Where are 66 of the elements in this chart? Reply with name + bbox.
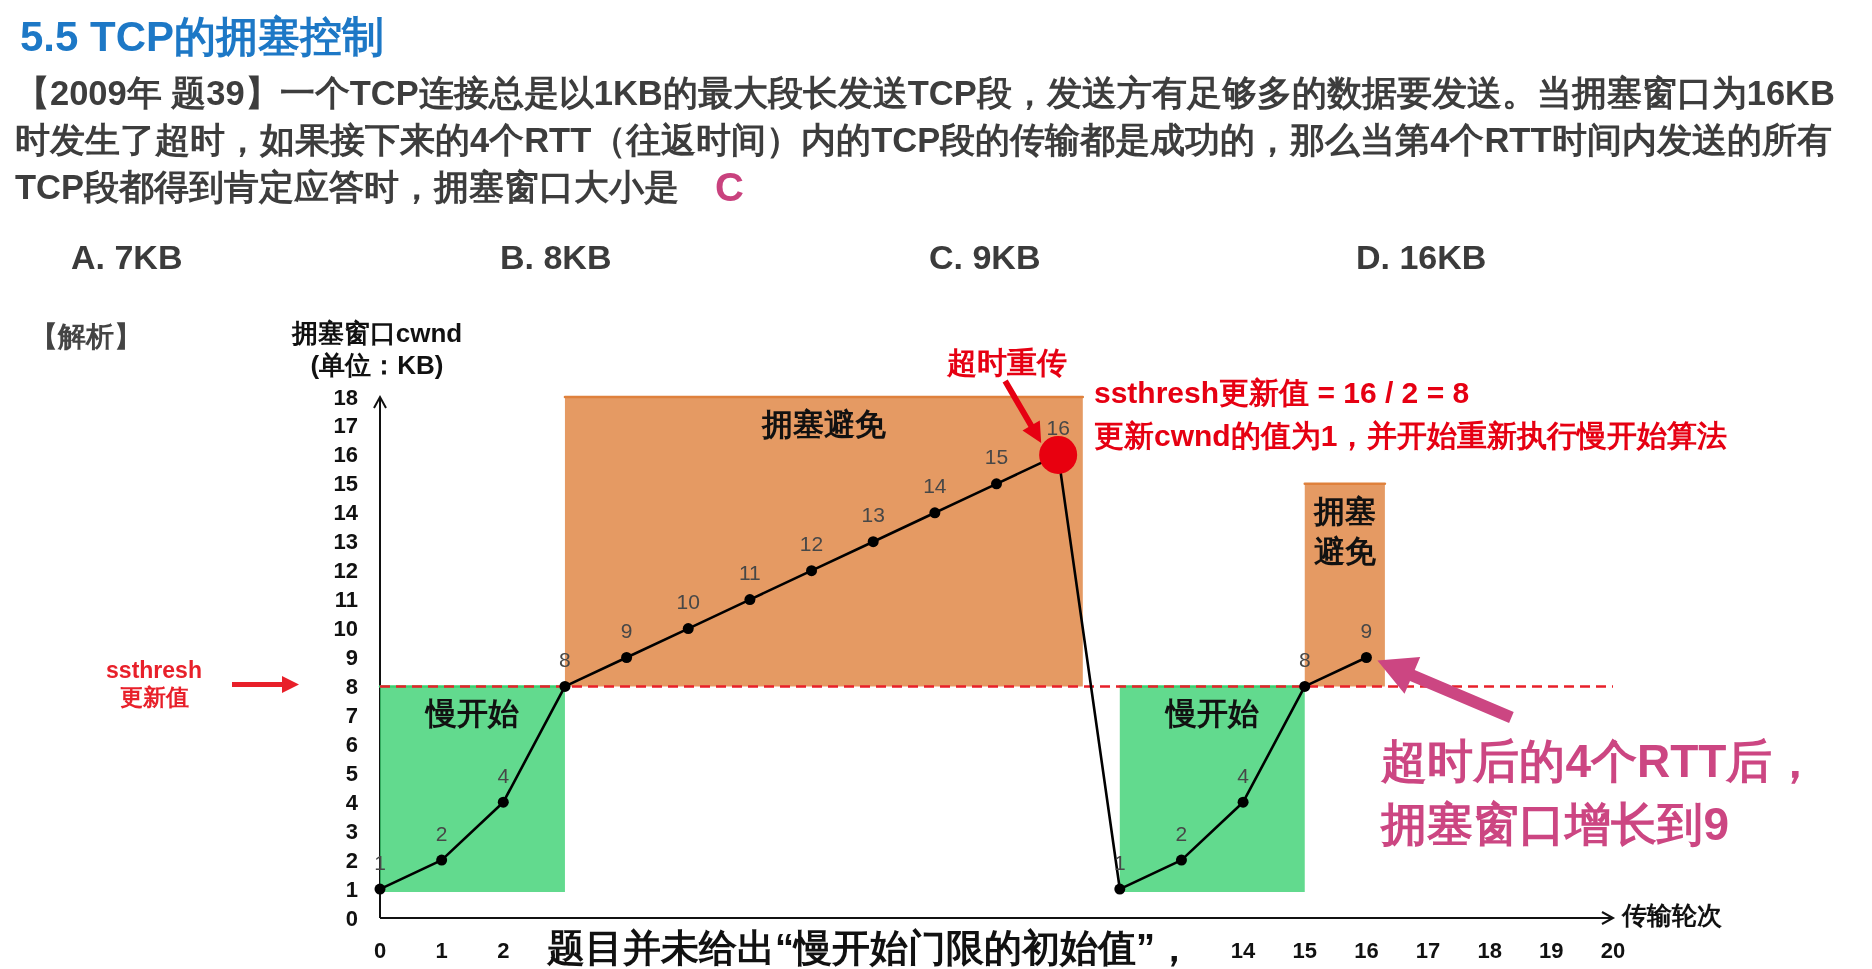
- x-axis-title: 传输轮次: [1621, 901, 1723, 929]
- text: TCP段都得到肯定应答时，拥塞窗口大小是: [15, 168, 679, 206]
- x-tick-label: 14: [1230, 937, 1257, 963]
- x-tick-label: 16: [1354, 937, 1379, 963]
- annotation: 更新cwnd的值为1，并开始重新执行慢开始算法: [1094, 418, 1728, 452]
- y-axis-title: 拥塞窗口cwnd (单位：KB): [290, 318, 463, 380]
- data-label: 1: [374, 850, 386, 874]
- y-tick-label: 17: [333, 413, 358, 439]
- y-tick-label: 5: [345, 760, 358, 786]
- x-tick-label: 18: [1477, 937, 1502, 963]
- data-label: 8: [559, 647, 571, 671]
- text: C. 9KB: [929, 238, 1041, 276]
- data-label: 2: [1175, 821, 1188, 845]
- data-label: 10: [676, 590, 700, 614]
- y-tick-label: 13: [333, 529, 358, 555]
- text: 【2009年 题39】一个TCP连接总是以1KB的最大段长发送TCP段，发送方有足够多的数据要发送。当拥塞窗口为16KB: [15, 74, 1835, 112]
- y-tick-label: 6: [345, 731, 358, 757]
- text: D. 16KB: [1356, 238, 1487, 276]
- annotation: 超时重传: [946, 345, 1068, 379]
- text: 时发生了超时，如果接下来的4个RTT（往返时间）内的TCP段的传输都是成功的，那么当第4个RTT时间内发送的所有: [15, 121, 1832, 159]
- y-tick-label: 3: [345, 818, 358, 844]
- y-tick-label: 15: [333, 471, 358, 497]
- text: 题目并未给出“慢开始门限的初始值”，: [546, 927, 1193, 969]
- series-label: 慢开始: [423, 695, 519, 731]
- y-tick-label: 14: [333, 500, 359, 526]
- annotation: 超时后的4个RTT后，拥塞窗口增长到9: [1379, 734, 1819, 850]
- y-tick-label: 16: [333, 442, 358, 468]
- text: C: [715, 165, 744, 209]
- annotation: ssthresh更新值 = 16 / 2 = 8: [1094, 375, 1470, 409]
- y-tick-label: 7: [345, 702, 358, 728]
- data-label: 4: [497, 763, 510, 787]
- data-label: 9: [1360, 619, 1373, 642]
- data-label: 13: [861, 503, 885, 527]
- y-tick-label: 0: [345, 905, 358, 931]
- data-label: 14: [923, 474, 947, 498]
- y-tick-label: 1: [345, 876, 358, 902]
- y-tick-label: 9: [345, 645, 358, 670]
- text: B. 8KB: [500, 238, 612, 276]
- x-tick-label: 2: [497, 937, 510, 963]
- y-tick-label: 12: [333, 558, 358, 584]
- data-label: 15: [984, 445, 1009, 469]
- y-tick-label: 2: [345, 847, 358, 873]
- x-tick-label: 20: [1600, 937, 1626, 963]
- data-label: 16: [1046, 416, 1070, 440]
- text: A. 7KB: [71, 238, 183, 276]
- data-label: 4: [1237, 763, 1250, 787]
- series-label: 拥塞避免: [760, 406, 886, 442]
- x-tick-label: 0: [373, 937, 387, 963]
- y-tick-label: 4: [345, 789, 359, 815]
- y-tick-label: 8: [345, 673, 358, 699]
- data-label: 2: [435, 821, 448, 845]
- data-label: 9: [620, 619, 633, 642]
- x-tick-label: 15: [1292, 937, 1317, 963]
- series-label: 拥塞避免: [1312, 493, 1376, 569]
- text: 【解析】: [30, 320, 142, 352]
- ref-line-label: ssthresh 更新值: [106, 657, 202, 711]
- data-label: 11: [738, 561, 761, 585]
- series-label: 慢开始: [1163, 695, 1259, 731]
- y-tick-label: 11: [334, 587, 358, 613]
- data-label: 12: [799, 532, 824, 556]
- chart-title: 5.5 TCP的拥塞控制: [20, 12, 385, 60]
- x-tick-label: 19: [1539, 937, 1564, 963]
- y-tick-label: 10: [333, 616, 358, 642]
- x-tick-label: 1: [435, 937, 448, 963]
- x-tick-label: 17: [1415, 937, 1441, 963]
- y-tick-label: 18: [333, 384, 358, 410]
